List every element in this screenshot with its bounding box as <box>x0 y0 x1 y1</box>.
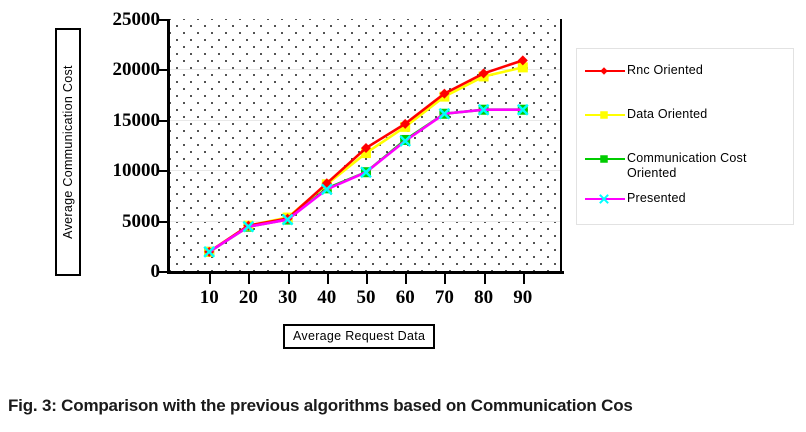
x-axis-tick-label: 30 <box>278 287 298 308</box>
y-axis-tick-label: 20000 <box>112 59 161 81</box>
y-axis-tickmark <box>158 119 170 122</box>
legend-label: Rnc Oriented <box>627 63 704 77</box>
x-axis-title-box: Average Request Data <box>283 324 436 349</box>
x-axis-tickmark <box>366 274 368 284</box>
y-axis-title: Average Communication Cost <box>61 65 75 239</box>
x-axis-tick-label: 20 <box>238 287 258 308</box>
y-axis-tick-label: 15000 <box>112 109 161 131</box>
chart: Average Communication Cost 0 5000 10000 150… <box>55 0 794 375</box>
legend-marker-cross-icon <box>599 194 609 204</box>
x-axis-tick-label: 50 <box>356 287 376 308</box>
y-axis-tick-label: 5000 <box>122 210 160 232</box>
legend-item[interactable]: Communication Cost Oriented <box>583 151 793 181</box>
legend-label: Data Oriented <box>627 107 708 121</box>
gridline <box>170 119 560 121</box>
legend-label: Communication Cost Oriented <box>627 151 747 180</box>
y-axis-tick-label: 25000 <box>112 9 161 30</box>
legend-swatch <box>583 152 627 166</box>
data-series <box>204 62 528 257</box>
legend-item[interactable]: Presented <box>583 191 793 206</box>
y-axis-tickmark <box>158 170 170 173</box>
chart-legend: Rnc Oriented Data Oriented Communication C… <box>576 48 794 225</box>
plot-area <box>170 19 562 271</box>
x-axis-tickmark <box>522 274 525 284</box>
legend-swatch <box>583 64 627 78</box>
y-axis-tickmark <box>158 69 170 72</box>
series-canvas <box>203 55 529 258</box>
legend-item[interactable]: Data Oriented <box>583 107 793 122</box>
x-axis-tickmark <box>483 274 486 284</box>
x-axis-tick-label: 60 <box>395 287 415 308</box>
x-axis-spine <box>167 271 564 274</box>
x-axis-tickmark <box>444 274 447 284</box>
x-axis-tick-label: 40 <box>317 287 337 308</box>
x-axis-tick-label: 80 <box>474 287 494 308</box>
y-axis-tick-labels: 0 5000 10000 15000 20000 25000 <box>88 0 161 375</box>
gridline <box>170 220 560 222</box>
data-series <box>203 103 529 258</box>
legend-item[interactable]: Rnc Oriented <box>583 63 793 78</box>
y-axis-tick-label: 10000 <box>112 160 161 182</box>
legend-marker-diamond-icon <box>600 67 608 75</box>
figure-caption: Fig. 3: Comparison with the previous alg… <box>8 396 633 415</box>
gridline <box>170 69 560 71</box>
x-axis-tickmark <box>326 274 329 284</box>
legend-marker-square-icon <box>600 111 608 119</box>
y-axis-spine <box>167 19 170 272</box>
y-axis-tick-label: 0 <box>150 261 161 282</box>
y-axis-title-box: Average Communication Cost <box>55 28 81 276</box>
x-axis-tickmark <box>287 274 290 284</box>
data-series <box>204 104 528 257</box>
x-axis-tickmark <box>248 274 251 284</box>
x-axis-tick-label: 70 <box>434 287 454 308</box>
x-axis-tickmark <box>405 274 408 284</box>
y-axis-tickmark <box>158 19 170 21</box>
legend-swatch <box>583 192 627 206</box>
legend-marker-square-icon <box>600 155 608 163</box>
legend-swatch <box>583 108 627 122</box>
x-axis-title: Average Request Data <box>293 329 426 343</box>
x-axis-tickmark <box>209 274 212 284</box>
x-axis-tick-label: 90 <box>513 287 533 308</box>
y-axis-tickmark <box>158 271 170 273</box>
legend-label: Presented <box>627 191 686 205</box>
y-axis-tickmark <box>158 220 170 223</box>
x-axis-tick-label: 10 <box>199 287 219 308</box>
